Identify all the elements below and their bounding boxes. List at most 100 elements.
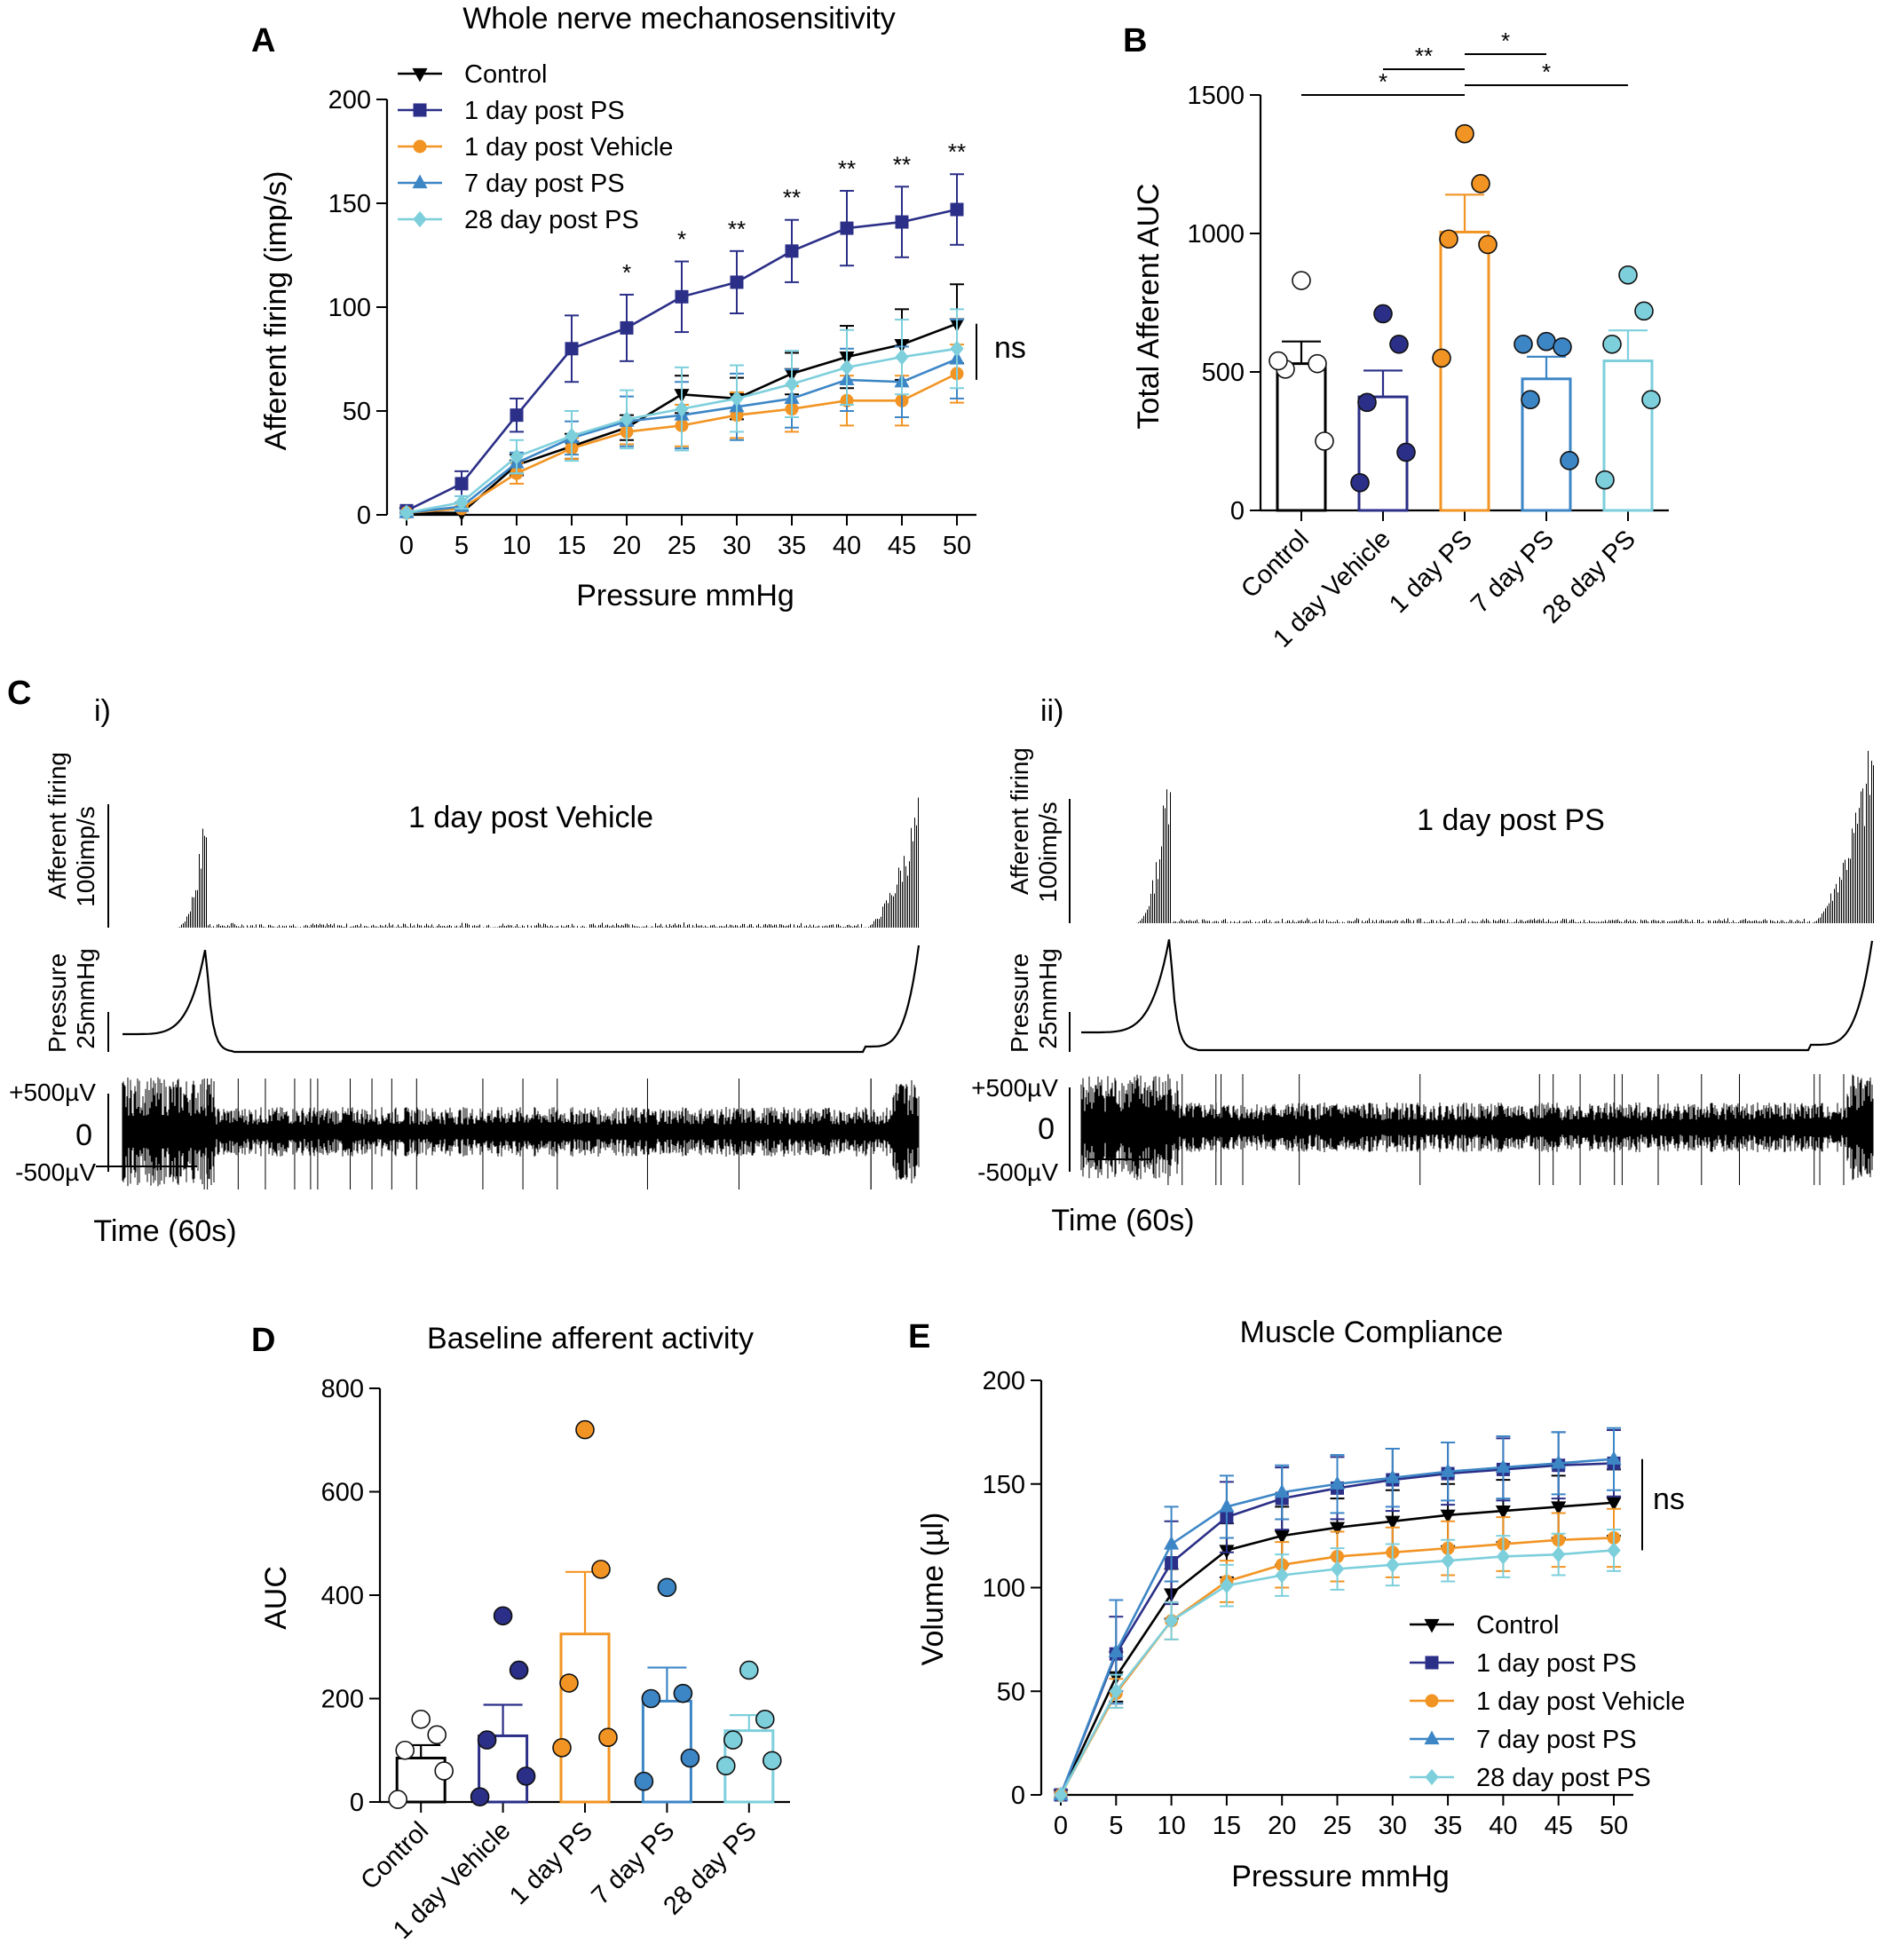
legend-marker <box>413 210 427 228</box>
data-point <box>762 1751 782 1771</box>
data-point <box>1606 1497 1622 1512</box>
data-point <box>395 1740 415 1760</box>
legend-marker <box>1425 1694 1439 1708</box>
data-point <box>411 1710 431 1729</box>
x-tick-label: 30 <box>1379 1812 1407 1840</box>
data-point <box>598 1727 618 1747</box>
chart-d-title: Baseline afferent activity <box>427 1322 754 1355</box>
data-point <box>1275 1567 1289 1584</box>
x-tick-label: 20 <box>1268 1812 1296 1840</box>
x-tick-label: 30 <box>723 532 751 560</box>
data-point <box>575 1419 595 1440</box>
y-tick-label: 1000 <box>1187 220 1245 249</box>
data-point <box>591 1560 611 1579</box>
data-point <box>1274 1483 1290 1498</box>
data-point <box>680 1748 700 1768</box>
data-point <box>723 1730 743 1750</box>
y-tick-label: 50 <box>343 398 371 426</box>
data-point <box>730 390 744 407</box>
y-tick-label: 1500 <box>1187 82 1245 110</box>
trace-sub-label: i) <box>94 694 111 728</box>
data-point <box>641 1688 661 1709</box>
x-tick-label: 20 <box>613 532 641 560</box>
legend-label: 1 day post Vehicle <box>464 133 673 162</box>
data-point <box>477 1730 497 1750</box>
panel-label-c: C <box>7 675 31 712</box>
trace-panel-vehicle: i) 1 day post Vehicle Afferent firing 10… <box>9 694 921 1248</box>
data-point <box>755 1710 775 1729</box>
chart-a-title: Whole nerve mechanosensitivity <box>462 2 896 36</box>
data-point <box>509 1660 529 1680</box>
data-point <box>1373 304 1393 324</box>
trace-pressure-label: Pressure <box>43 953 71 1053</box>
bar-group-7-day-ps <box>634 1577 700 1804</box>
data-point <box>673 1683 693 1703</box>
data-point <box>1054 1786 1068 1804</box>
chart-e-xlabel: Pressure mmHg <box>1231 1860 1450 1893</box>
data-point <box>1389 334 1409 354</box>
legend-marker <box>412 67 428 83</box>
chart-a-axes: 0 50 100 150 200 0 5 10 15 20 25 30 35 40 45 50 <box>328 86 976 560</box>
data-point <box>1108 1643 1124 1657</box>
data-point <box>565 427 579 445</box>
data-point <box>1495 1458 1511 1474</box>
x-tick-label: 45 <box>888 532 916 560</box>
x-tick-label: 40 <box>833 532 861 560</box>
x-tick-label: 0 <box>399 532 414 560</box>
data-point <box>1495 1506 1511 1520</box>
y-tick-label: 600 <box>321 1479 364 1507</box>
x-tick-label: Control <box>1236 525 1315 604</box>
x-tick-label: 5 <box>1109 1812 1123 1840</box>
data-point <box>730 275 744 289</box>
data-point <box>1641 390 1661 410</box>
x-tick-label: 15 <box>557 532 586 560</box>
data-point <box>1595 470 1615 490</box>
trace-volt-zero: 0 <box>1038 1112 1055 1146</box>
trace-panel-ps: ii) 1 day post PS Afferent firing 100imp… <box>971 694 1874 1237</box>
chart-d-plot <box>388 1419 782 1809</box>
legend-label: Control <box>1476 1611 1560 1640</box>
panel-b: B Total Afferent AUC 0 500 1000 1500 Control… <box>1123 22 1669 653</box>
chart-e-ylabel: Volume (µl) <box>916 1513 950 1666</box>
data-point <box>1164 1612 1179 1630</box>
data-point <box>454 477 469 491</box>
y-tick-label: 150 <box>328 190 371 218</box>
significance-label: ** <box>948 138 966 165</box>
data-point <box>516 1766 536 1786</box>
x-tick-label: 25 <box>668 532 696 560</box>
chart-e-legend: Control 1 day post PS 1 day post Vehicle 7 … <box>1410 1611 1685 1792</box>
data-point <box>1432 348 1451 368</box>
bar <box>1439 230 1490 512</box>
trace-volt-zero: 0 <box>75 1118 92 1152</box>
data-point <box>1551 1454 1567 1469</box>
x-tick-label: 35 <box>1434 1812 1462 1840</box>
raw-nerve-trace <box>1080 1074 1874 1185</box>
data-point <box>1634 301 1654 321</box>
data-point <box>657 1577 677 1598</box>
panel-e: E Muscle Compliance Pressure mmHg Volume… <box>908 1316 1685 1893</box>
x-tick-label: 1 day PS <box>504 1816 598 1910</box>
legend-marker <box>413 103 427 117</box>
data-point <box>399 504 414 521</box>
trace-time-label: Time (60s) <box>93 1214 236 1248</box>
data-point <box>1274 1530 1290 1545</box>
x-tick-label: 0 <box>1054 1812 1068 1840</box>
legend-label: 1 day post Vehicle <box>1476 1687 1685 1716</box>
significance-label: ** <box>893 151 911 178</box>
y-tick-label: 100 <box>983 1575 1025 1603</box>
data-point <box>1396 442 1416 462</box>
chart-b-ylabel: Total Afferent AUC <box>1132 183 1166 429</box>
x-tick-label: 50 <box>1600 1812 1628 1840</box>
legend-label: 7 day post PS <box>1476 1726 1637 1754</box>
data-point <box>1268 351 1288 371</box>
legend-label: 1 day post PS <box>1476 1649 1637 1678</box>
significance-label: ** <box>1415 43 1433 69</box>
bar <box>1602 360 1654 512</box>
trace-firing-label: Afferent firing <box>43 752 71 899</box>
x-tick-label: 50 <box>943 532 971 560</box>
bar-group-1-day-ps <box>552 1419 618 1804</box>
series-28-day-post-ps <box>399 308 964 521</box>
chart-e-axes: 0 50 100 150 200 0 5 10 15 20 25 30 35 40 45 50 <box>983 1367 1633 1840</box>
